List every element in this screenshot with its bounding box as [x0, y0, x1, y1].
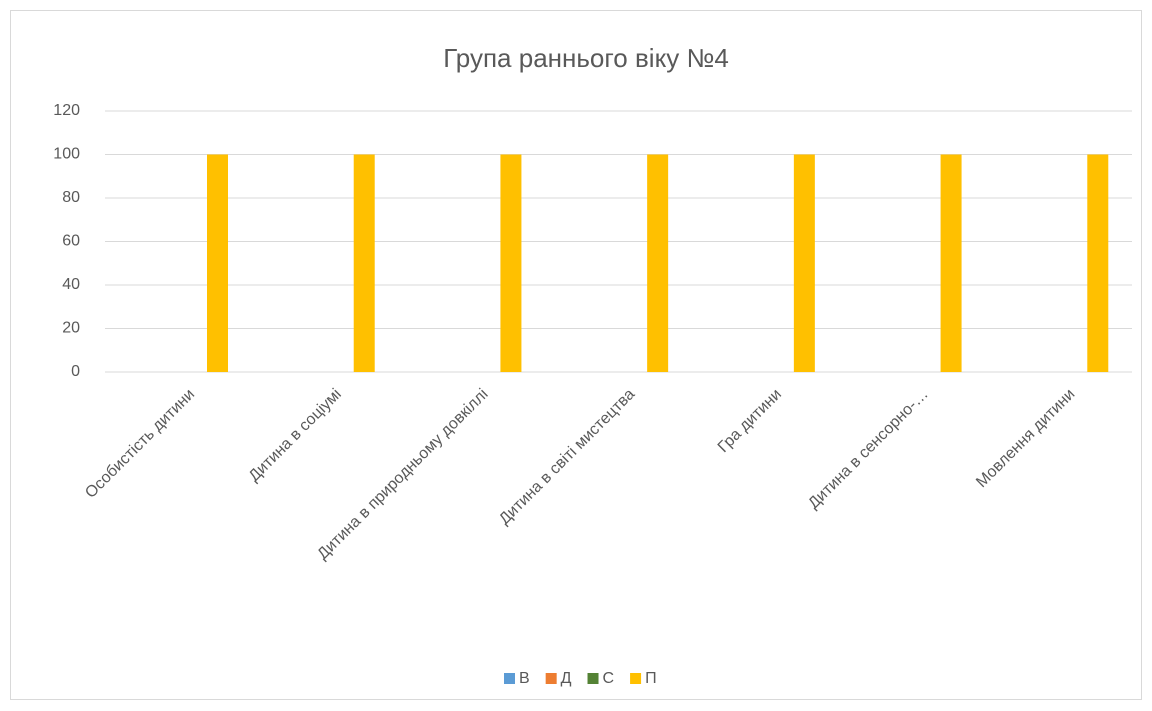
y-tick-label: 40 [62, 276, 80, 293]
legend-label: В [519, 670, 530, 687]
legend-label: С [603, 670, 615, 687]
legend-swatch [630, 673, 642, 684]
legend-swatch [587, 673, 599, 684]
y-tick-label: 60 [62, 233, 80, 250]
chart-title: Група раннього віку №4 [443, 43, 729, 73]
y-tick-label: 80 [62, 189, 80, 206]
legend-swatch [545, 673, 557, 684]
bar [940, 154, 962, 372]
y-tick-label: 120 [53, 102, 80, 119]
y-tick-label: 20 [62, 320, 80, 337]
bar [353, 154, 375, 372]
y-tick-label: 0 [71, 363, 80, 380]
bar [793, 154, 815, 372]
bar [500, 154, 522, 372]
legend-label: Д [561, 670, 572, 687]
legend-label: П [645, 670, 657, 687]
legend-swatch [504, 673, 515, 684]
bar [647, 154, 669, 372]
y-tick-label: 100 [53, 146, 80, 163]
bar [1087, 154, 1109, 372]
bar [207, 154, 228, 372]
chart-border [10, 10, 1142, 700]
